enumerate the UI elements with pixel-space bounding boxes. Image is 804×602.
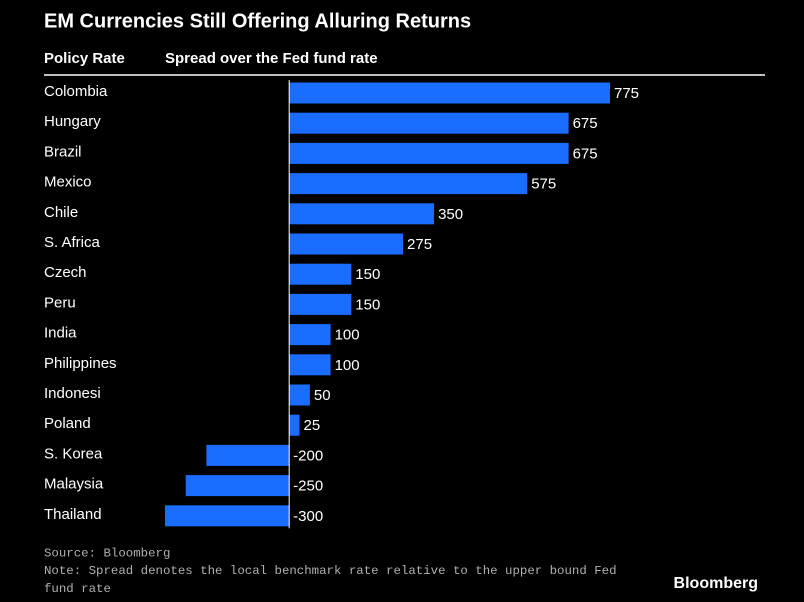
brand: Bloomberg <box>674 575 758 592</box>
source: Source: Bloomberg <box>44 546 170 560</box>
value-label: 775 <box>614 85 639 102</box>
bar <box>289 263 352 285</box>
value-label: 100 <box>335 327 360 344</box>
category-label: India <box>44 325 77 342</box>
note: Note: Spread denotes the local benchmark… <box>44 564 617 596</box>
value-label: 150 <box>355 296 380 313</box>
value-label: 350 <box>438 206 463 223</box>
value-label: -250 <box>293 478 323 495</box>
category-label: S. Africa <box>44 234 101 251</box>
category-label: S. Korea <box>44 445 103 462</box>
value-label: -300 <box>293 508 323 525</box>
value-label: 675 <box>573 115 598 132</box>
category-label: Chile <box>44 204 78 221</box>
category-label: Mexico <box>44 174 92 191</box>
category-label: Peru <box>44 294 76 311</box>
category-label: Hungary <box>44 113 101 130</box>
column-header: Policy Rate <box>44 50 125 67</box>
value-label: 150 <box>355 266 380 283</box>
bar <box>289 354 331 376</box>
category-label: Philippines <box>44 355 117 372</box>
category-label: Malaysia <box>44 476 104 493</box>
bar <box>289 324 331 346</box>
value-label: 50 <box>314 387 331 404</box>
value-label: 575 <box>531 176 556 193</box>
bar <box>289 203 435 225</box>
bar <box>165 505 290 527</box>
bar <box>185 475 290 497</box>
bar <box>289 142 569 164</box>
bar <box>289 293 352 315</box>
bar <box>289 82 610 104</box>
bar <box>289 414 300 436</box>
column-header: Spread over the Fed fund rate <box>165 50 378 67</box>
bar <box>289 173 528 195</box>
value-label: 275 <box>407 236 432 253</box>
chart-title: EM Currencies Still Offering Alluring Re… <box>44 10 471 32</box>
bar <box>289 112 569 134</box>
category-label: Colombia <box>44 83 108 100</box>
value-label: 675 <box>573 145 598 162</box>
category-label: Czech <box>44 264 87 281</box>
value-label: 25 <box>304 417 321 434</box>
bar <box>289 384 310 406</box>
bar <box>206 444 290 466</box>
bar <box>289 233 404 255</box>
value-label: -200 <box>293 447 323 464</box>
category-label: Brazil <box>44 143 82 160</box>
value-label: 100 <box>335 357 360 374</box>
category-label: Poland <box>44 415 91 432</box>
category-label: Indonesi <box>44 385 101 402</box>
category-label: Thailand <box>44 506 102 523</box>
